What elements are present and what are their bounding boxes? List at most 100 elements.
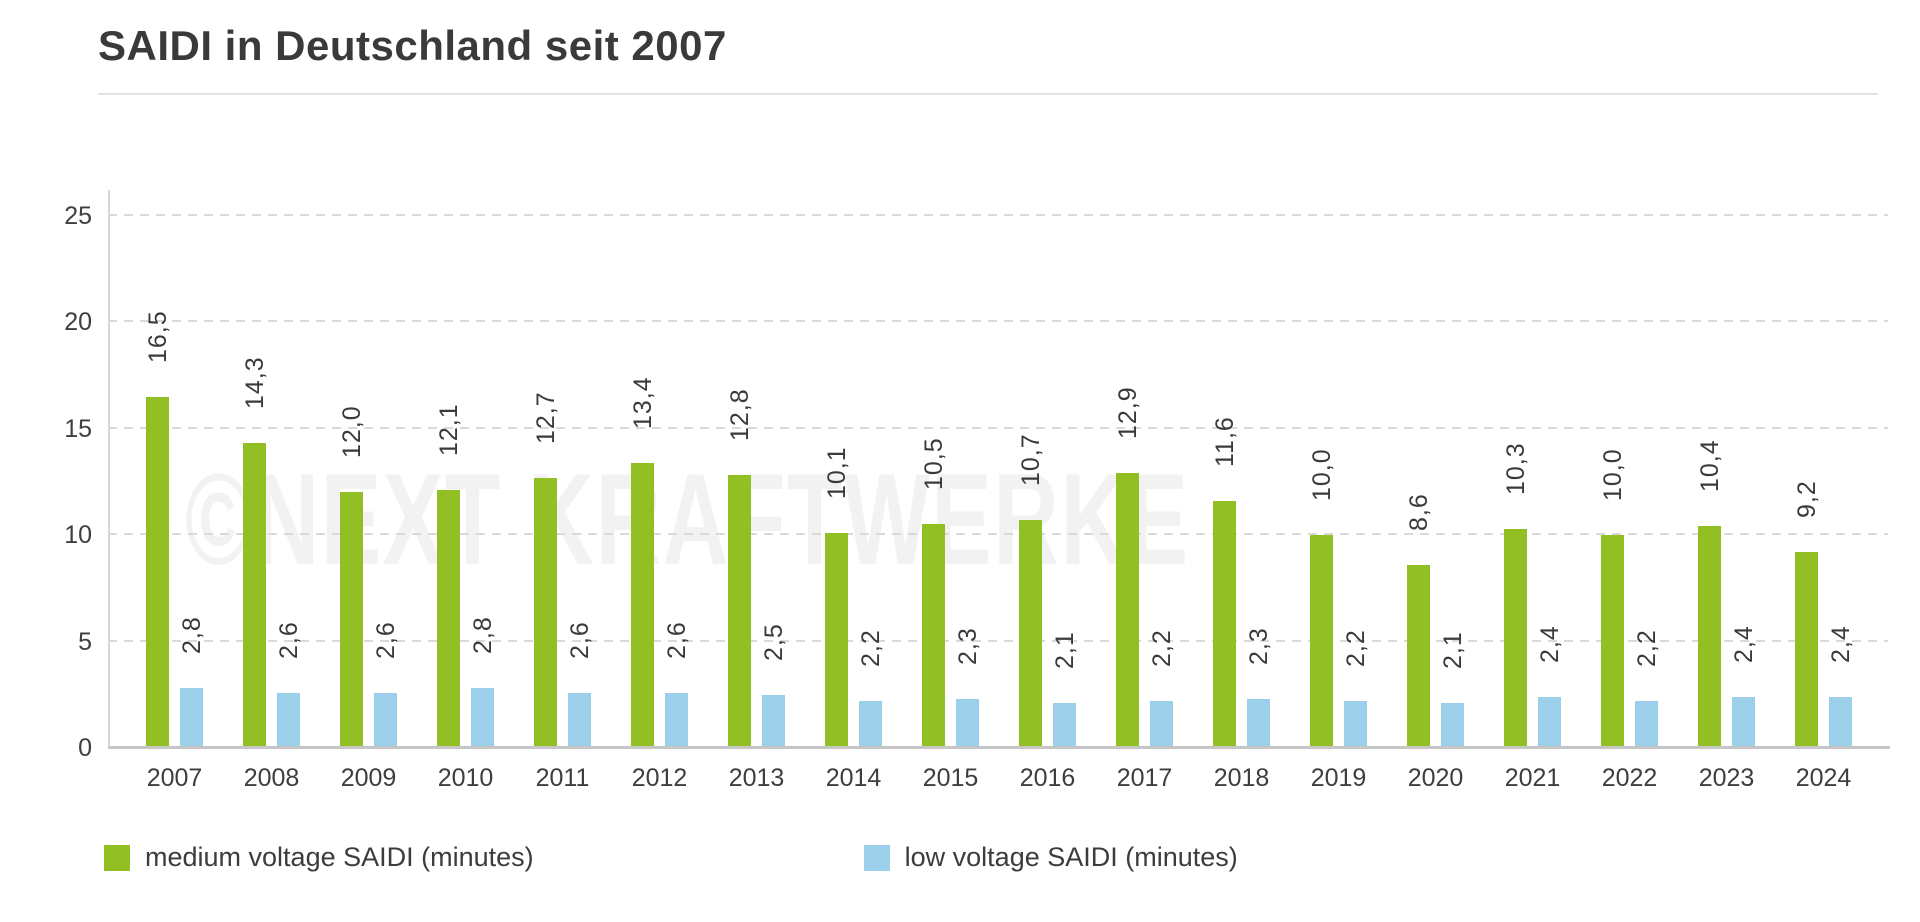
value-label-medium-2022: 10,0 [1598, 448, 1627, 501]
bar-medium-voltage-2016 [1019, 520, 1042, 748]
bar-low-voltage-2020 [1441, 703, 1464, 748]
bar-medium-voltage-2024 [1795, 552, 1818, 748]
bar-low-voltage-2009 [374, 692, 397, 748]
bar-medium-voltage-2008 [243, 443, 266, 748]
bar-medium-voltage-2015 [922, 524, 945, 748]
year-group-2018: 11,6 2,3 2018 [1193, 170, 1290, 792]
bar-medium-voltage-2014 [825, 532, 848, 748]
bar-medium-voltage-2011 [534, 477, 557, 748]
value-label-medium-2008: 14,3 [240, 356, 269, 410]
bar-low-voltage-2011 [568, 692, 591, 748]
x-tick-label-2019: 2019 [1310, 764, 1367, 792]
y-tick-label-20: 20 [64, 308, 92, 336]
bar-medium-voltage-2017 [1116, 473, 1139, 748]
bar-low-voltage-2024 [1829, 696, 1852, 748]
x-tick-label-2020: 2020 [1407, 764, 1464, 792]
x-tick-label-2022: 2022 [1601, 764, 1658, 792]
bar-medium-voltage-2007 [146, 396, 169, 748]
value-label-medium-2017: 12,9 [1113, 386, 1142, 440]
year-group-2008: 14,3 2,6 2008 [223, 170, 320, 792]
gridline-25 [108, 213, 1888, 216]
value-label-low-2019: 2,2 [1341, 629, 1370, 668]
value-label-medium-2020: 8,6 [1404, 493, 1433, 531]
legend-label-low-voltage: low voltage SAIDI (minutes) [904, 842, 1238, 872]
bar-medium-voltage-2018 [1213, 500, 1236, 748]
year-group-2010: 12,1 2,8 2010 [417, 170, 514, 792]
value-label-low-2015: 2,3 [953, 627, 982, 666]
legend-item-low-voltage: low voltage SAIDI (minutes) [863, 842, 1238, 873]
bar-groups: 16,5 2,8 2007 14,3 2,6 2008 12,0 2,6 2009 12,1 2,8… [126, 170, 1872, 792]
bar-low-voltage-2014 [859, 701, 882, 748]
value-label-medium-2015: 10,5 [919, 437, 948, 491]
value-label-low-2018: 2,3 [1244, 627, 1273, 666]
bar-medium-voltage-2010 [437, 490, 460, 748]
value-label-low-2024: 2,4 [1826, 625, 1855, 663]
value-label-low-2008: 2,6 [274, 620, 303, 659]
legend-swatch-low-voltage [863, 844, 890, 871]
bar-medium-voltage-2022 [1601, 535, 1624, 748]
gridline-20 [108, 320, 1888, 322]
bar-medium-voltage-2023 [1698, 526, 1721, 748]
bar-low-voltage-2018 [1247, 699, 1270, 748]
value-label-low-2022: 2,2 [1632, 629, 1661, 668]
bar-low-voltage-2016 [1053, 703, 1076, 748]
value-label-medium-2024: 9,2 [1792, 480, 1821, 519]
bar-low-voltage-2019 [1344, 701, 1367, 748]
value-label-low-2010: 2,8 [468, 616, 497, 655]
y-tick-label-25: 25 [64, 201, 92, 230]
title-separator [98, 93, 1878, 95]
year-group-2017: 12,9 2,2 2017 [1096, 170, 1193, 792]
x-tick-label-2009: 2009 [340, 764, 397, 792]
bar-medium-voltage-2009 [340, 492, 363, 748]
value-label-medium-2023: 10,4 [1695, 439, 1724, 493]
value-label-low-2009: 2,6 [371, 620, 400, 659]
year-group-2011: 12,7 2,6 2011 [514, 170, 611, 792]
bar-low-voltage-2012 [665, 692, 688, 748]
bar-low-voltage-2007 [180, 688, 203, 748]
x-tick-label-2010: 2010 [437, 764, 494, 792]
chart-title: SAIDI in Deutschland seit 2007 [98, 22, 727, 69]
value-label-medium-2014: 10,1 [822, 446, 851, 499]
x-tick-label-2013: 2013 [728, 764, 785, 792]
x-tick-label-2008: 2008 [243, 764, 300, 792]
value-label-low-2020: 2,1 [1438, 631, 1467, 670]
bar-low-voltage-2010 [471, 688, 494, 748]
bar-low-voltage-2022 [1635, 701, 1658, 748]
x-tick-label-2017: 2017 [1116, 764, 1173, 792]
legend-item-medium-voltage: medium voltage SAIDI (minutes) [104, 842, 534, 873]
y-tick-label-10: 10 [64, 521, 92, 549]
year-group-2013: 12,8 2,5 2013 [708, 170, 805, 792]
year-group-2014: 10,1 2,2 2014 [805, 170, 902, 792]
year-group-2007: 16,5 2,8 2007 [126, 170, 223, 792]
year-group-2020: 8,6 2,1 2020 [1387, 170, 1484, 792]
year-group-2023: 10,4 2,4 2023 [1678, 170, 1775, 792]
value-label-low-2011: 2,6 [565, 620, 594, 659]
year-group-2012: 13,4 2,6 2012 [611, 170, 708, 792]
gridline-5 [108, 639, 1888, 642]
value-label-medium-2021: 10,3 [1501, 441, 1530, 495]
bar-low-voltage-2015 [956, 699, 979, 748]
y-tick-label-15: 15 [64, 414, 92, 443]
x-axis-baseline [108, 746, 1890, 749]
bar-medium-voltage-2020 [1407, 564, 1430, 748]
legend-label-medium-voltage: medium voltage SAIDI (minutes) [145, 842, 534, 872]
year-group-2021: 10,3 2,4 2021 [1484, 170, 1581, 792]
year-group-2024: 9,2 2,4 2024 [1775, 170, 1872, 792]
x-tick-label-2018: 2018 [1213, 764, 1270, 792]
year-group-2016: 10,7 2,1 2016 [999, 170, 1096, 792]
value-label-medium-2012: 13,4 [628, 375, 657, 429]
x-tick-label-2024: 2024 [1795, 764, 1852, 792]
x-tick-label-2012: 2012 [631, 764, 688, 792]
year-group-2019: 10,0 2,2 2019 [1290, 170, 1387, 792]
value-label-low-2007: 2,8 [177, 616, 206, 655]
value-label-low-2017: 2,2 [1147, 629, 1176, 668]
bar-low-voltage-2017 [1150, 701, 1173, 748]
x-tick-label-2011: 2011 [535, 764, 590, 792]
year-group-2009: 12,0 2,6 2009 [320, 170, 417, 792]
bar-low-voltage-2021 [1538, 696, 1561, 748]
bar-medium-voltage-2021 [1504, 528, 1527, 748]
value-label-medium-2009: 12,0 [337, 405, 366, 459]
value-label-medium-2013: 12,8 [725, 388, 754, 442]
value-label-medium-2007: 16,5 [143, 309, 172, 363]
